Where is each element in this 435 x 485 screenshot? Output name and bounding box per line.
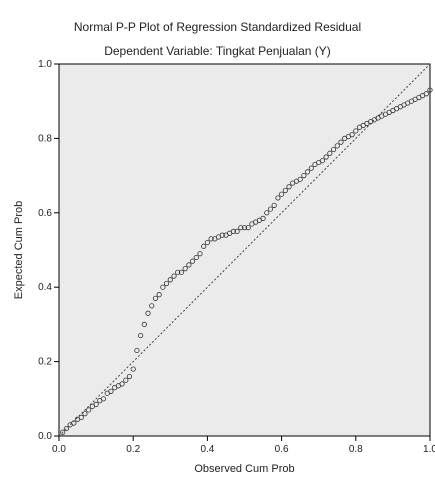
data-point [100,396,107,402]
data-point [423,91,429,97]
x-tick-label: 1.0 [423,444,435,455]
data-point [234,228,240,234]
data-point [156,292,162,298]
y-tick-label: 1.0 [38,59,52,70]
data-point [308,165,314,171]
y-tick-label: 0.0 [38,431,52,442]
data-point [167,277,173,283]
data-point [427,87,433,93]
data-point [123,377,129,383]
data-point [63,425,70,432]
y-axis-label: Expected Cum Prob [13,201,25,299]
data-point [238,225,244,231]
data-point [126,373,133,380]
data-point [82,411,88,417]
data-point [301,173,307,179]
data-point [134,347,140,354]
data-point [338,139,344,145]
data-point [160,284,166,290]
data-point [327,150,333,156]
data-point [275,195,281,201]
data-point [152,295,159,301]
data-point [178,269,185,275]
data-point [353,128,359,134]
data-point [86,407,92,413]
data-point [267,206,274,212]
data-point [271,202,277,208]
chart-subtitle: Dependent Variable: Tingkat Penjualan (Y… [104,44,331,58]
data-point [297,176,303,182]
data-point [93,401,99,407]
data-point [193,254,199,261]
data-point [219,232,225,238]
data-point [71,420,77,426]
data-point [230,228,236,234]
chart-title: Normal P-P Plot of Regression Standardiz… [73,20,362,34]
data-point [108,388,114,394]
data-point [330,146,337,153]
data-point [171,273,177,279]
x-axis-label: Observed Cum Prob [194,463,294,475]
data-point [349,132,355,138]
data-point [182,265,188,272]
x-tick-label: 0.6 [275,444,289,455]
data-point [201,243,207,249]
data-point [130,366,136,372]
data-point [138,332,144,339]
y-tick-label: 0.2 [38,357,52,368]
data-point [163,280,170,287]
x-tick-label: 0.0 [52,444,66,455]
reference-line [58,63,431,437]
y-tick-label: 0.6 [38,208,52,219]
data-point [264,210,270,216]
data-point [208,236,214,242]
data-point [304,169,311,175]
data-point [60,429,66,435]
data-point [175,269,181,275]
y-axis-ticks: 0.0 0.2 0.4 0.6 0.8 1.0 [38,59,59,442]
data-point [186,262,192,268]
data-point [189,258,196,264]
y-tick-label: 0.8 [38,133,52,144]
data-point [197,251,203,257]
data-point [78,414,84,420]
x-axis-ticks: 0.0 0.2 0.4 0.6 0.8 1.0 [52,436,435,455]
data-point [245,225,251,231]
y-tick-label: 0.4 [38,282,52,293]
data-point [141,321,147,327]
data-point [204,239,210,246]
data-point [334,143,340,149]
x-tick-label: 0.4 [200,444,214,455]
x-tick-label: 0.8 [349,444,363,455]
data-point [149,303,155,309]
data-point [323,154,329,160]
data-points [60,87,433,435]
data-point [145,310,151,316]
data-point [260,215,266,221]
data-point [282,187,288,194]
data-point [241,225,248,231]
data-point [119,381,125,387]
data-point [278,191,285,197]
x-tick-label: 0.2 [126,444,140,455]
data-point [319,158,326,164]
data-point [286,184,292,190]
